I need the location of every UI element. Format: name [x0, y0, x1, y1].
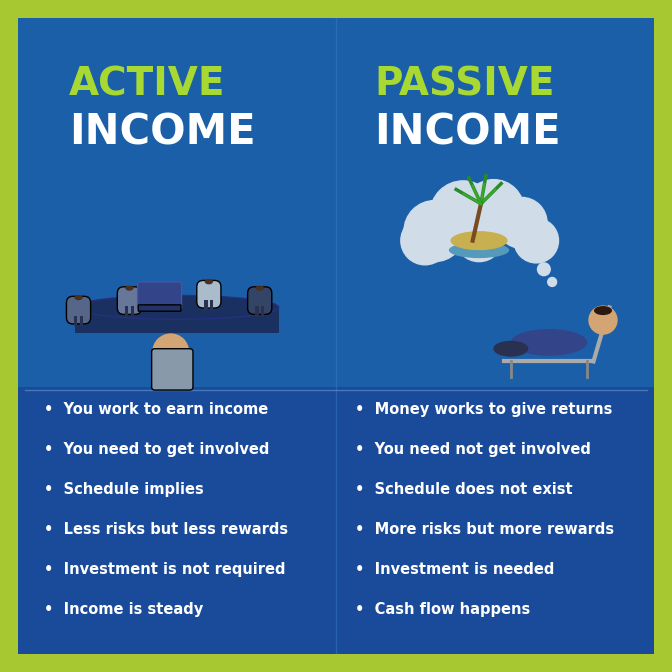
Ellipse shape — [493, 341, 528, 357]
FancyBboxPatch shape — [138, 282, 181, 308]
Text: •  Schedule does not exist: • Schedule does not exist — [355, 482, 573, 497]
Bar — [261, 306, 264, 317]
Text: INCOME: INCOME — [69, 112, 255, 154]
Text: •  More risks but more rewards: • More risks but more rewards — [355, 521, 614, 537]
FancyBboxPatch shape — [67, 296, 91, 324]
Circle shape — [455, 213, 503, 261]
Bar — [18, 18, 654, 387]
FancyBboxPatch shape — [152, 349, 193, 390]
Text: •  Schedule implies: • Schedule implies — [44, 482, 204, 497]
Circle shape — [514, 218, 558, 263]
Circle shape — [124, 286, 135, 298]
Circle shape — [203, 280, 214, 292]
Text: •  Investment is needed: • Investment is needed — [355, 562, 554, 577]
Circle shape — [401, 216, 449, 265]
Circle shape — [73, 296, 84, 307]
Circle shape — [404, 201, 465, 261]
Bar — [125, 306, 128, 317]
Ellipse shape — [449, 242, 509, 258]
Circle shape — [153, 334, 189, 370]
Text: •  Investment is not required: • Investment is not required — [44, 562, 285, 577]
Text: •  You work to earn income: • You work to earn income — [44, 402, 268, 417]
Bar — [255, 306, 259, 317]
Circle shape — [254, 286, 265, 298]
Bar — [130, 306, 134, 317]
Circle shape — [496, 198, 547, 248]
Bar — [210, 300, 214, 310]
Bar — [80, 316, 83, 326]
FancyBboxPatch shape — [138, 305, 181, 311]
Text: PASSIVE: PASSIVE — [374, 66, 554, 104]
Text: ACTIVE: ACTIVE — [69, 66, 226, 104]
Text: •  Income is steady: • Income is steady — [44, 602, 203, 617]
FancyBboxPatch shape — [118, 287, 142, 314]
Ellipse shape — [511, 329, 587, 355]
Text: •  Money works to give returns: • Money works to give returns — [355, 402, 612, 417]
Circle shape — [538, 263, 550, 276]
Ellipse shape — [450, 231, 507, 250]
Circle shape — [430, 181, 496, 247]
Circle shape — [463, 179, 524, 241]
FancyBboxPatch shape — [248, 287, 271, 314]
Bar — [75, 307, 279, 333]
Text: •  Less risks but less rewards: • Less risks but less rewards — [44, 521, 288, 537]
Ellipse shape — [256, 286, 263, 290]
Ellipse shape — [595, 306, 612, 314]
Circle shape — [589, 306, 617, 334]
Ellipse shape — [75, 296, 82, 300]
Circle shape — [548, 278, 556, 286]
Text: INCOME: INCOME — [374, 112, 560, 154]
Bar — [74, 316, 77, 326]
Text: •  Cash flow happens: • Cash flow happens — [355, 602, 530, 617]
Text: •  You need to get involved: • You need to get involved — [44, 442, 269, 457]
Ellipse shape — [206, 280, 212, 284]
Bar — [204, 300, 208, 310]
Bar — [18, 387, 654, 654]
Text: •  You need not get involved: • You need not get involved — [355, 442, 591, 457]
FancyBboxPatch shape — [197, 280, 221, 308]
Ellipse shape — [126, 286, 133, 290]
Ellipse shape — [75, 296, 279, 319]
